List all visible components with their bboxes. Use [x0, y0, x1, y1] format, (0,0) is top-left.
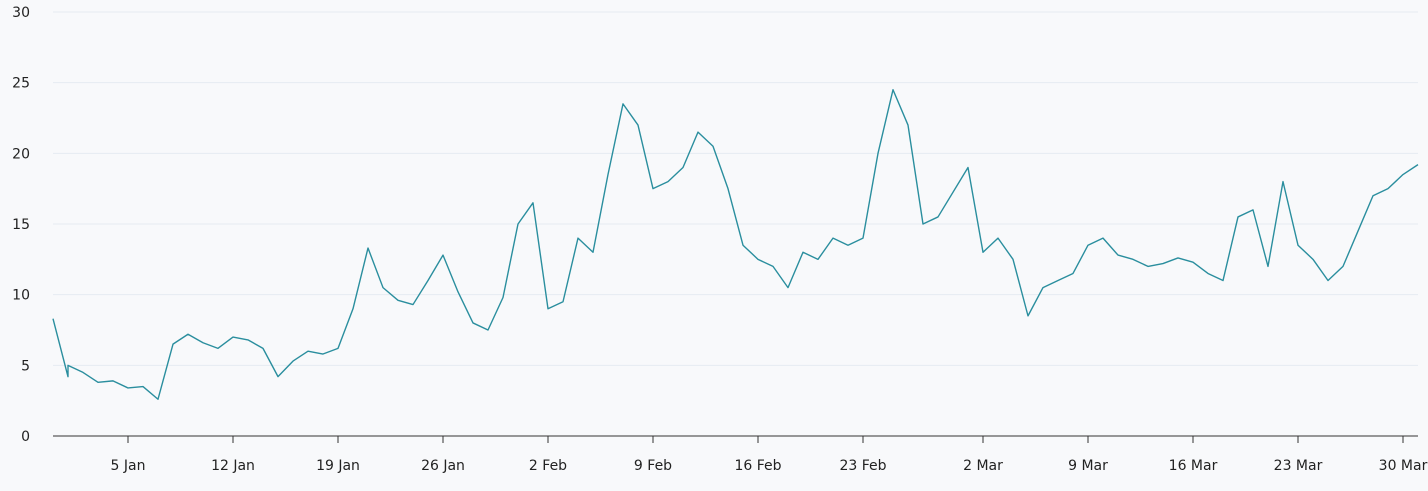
x-tick-label: 26 Jan [421, 458, 465, 474]
x-tick-label: 19 Jan [316, 458, 360, 474]
x-tick-label: 16 Mar [1169, 458, 1218, 474]
x-tick-label: 2 Mar [963, 458, 1003, 474]
x-tick-label: 5 Jan [111, 458, 146, 474]
x-tick-label: 16 Feb [734, 458, 781, 474]
y-tick-label: 20 [12, 146, 30, 162]
y-axis-tick-labels: 0 5 10 15 20 25 30 [12, 5, 30, 445]
x-tick-label: 2 Feb [529, 458, 567, 474]
y-tick-label: 30 [12, 5, 30, 21]
x-tick-label: 23 Feb [839, 458, 886, 474]
grid-lines [53, 11, 1418, 366]
y-tick-label: 10 [12, 288, 30, 304]
x-tick-label: 9 Feb [634, 458, 672, 474]
x-axis-ticks: 5 Jan 12 Jan 19 Jan 26 Jan 2 Feb 9 Feb 16 Feb 2… [111, 436, 1428, 474]
y-tick-label: 5 [21, 358, 30, 374]
x-tick-label: 9 Mar [1068, 458, 1108, 474]
x-tick-label: 30 Mar [1379, 458, 1428, 474]
y-tick-label: 15 [12, 217, 30, 233]
y-tick-label: 25 [12, 76, 30, 92]
series-line [52, 89, 1419, 400]
y-tick-label: 0 [21, 429, 30, 445]
x-tick-label: 12 Jan [211, 458, 255, 474]
x-tick-label: 23 Mar [1274, 458, 1323, 474]
